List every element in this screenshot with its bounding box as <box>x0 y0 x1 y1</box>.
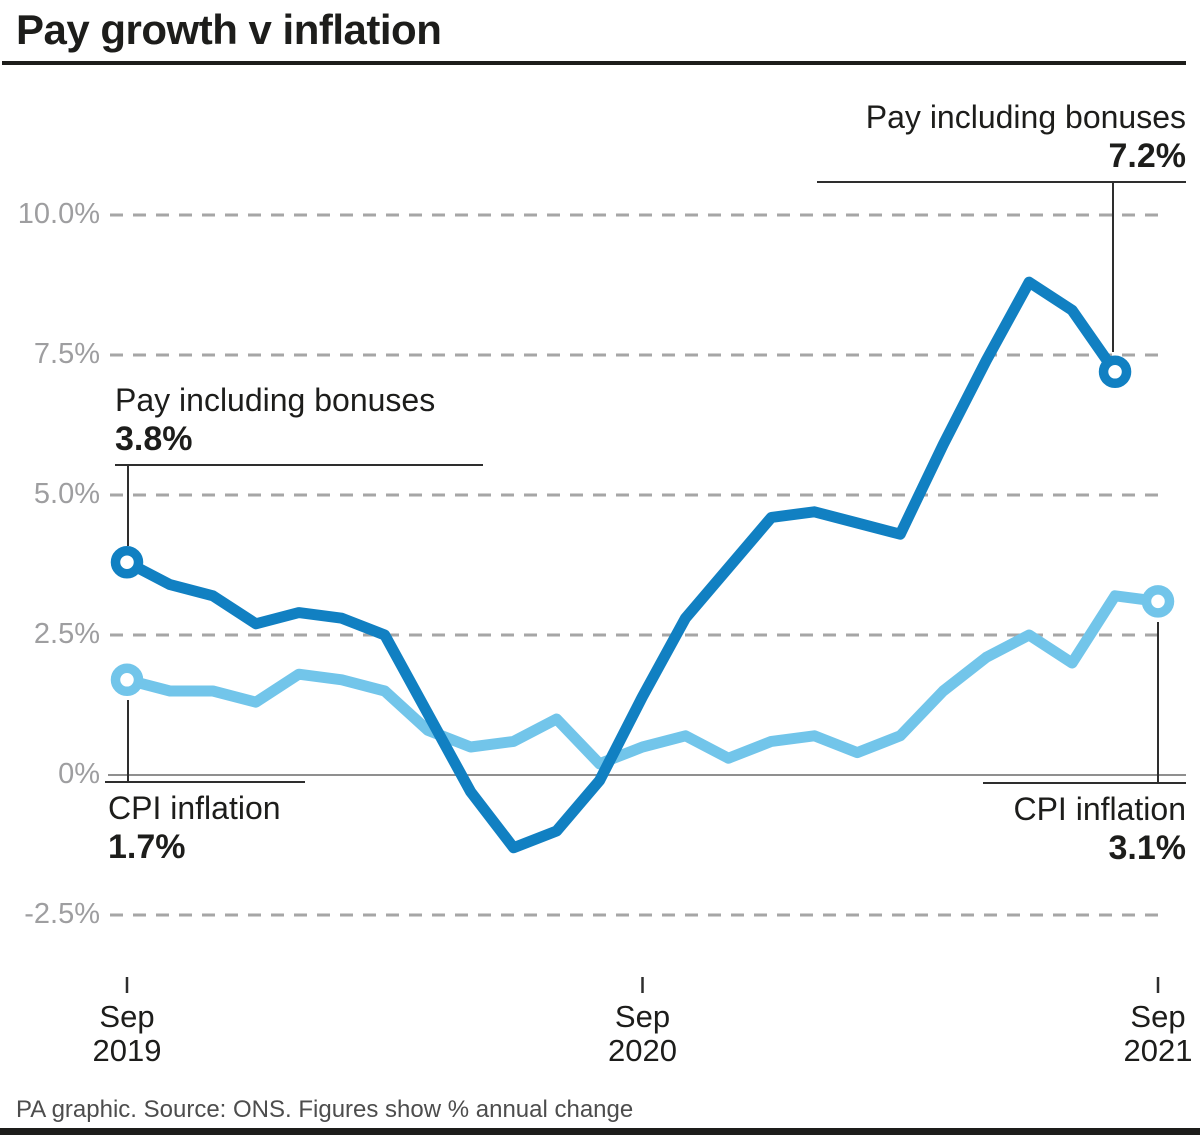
title-rule <box>2 61 1186 65</box>
annotation-cpi-end-label: CPI inflation <box>1013 791 1186 827</box>
annotation-pay-end-label: Pay including bonuses <box>865 99 1186 135</box>
annotation-cpi-end: CPI inflation 3.1% <box>1013 791 1186 868</box>
annotation-pay-start-value: 3.8% <box>115 420 193 458</box>
annotation-cpi-start: CPI inflation 1.7% <box>108 790 281 867</box>
annotation-cpi-end-value: 3.1% <box>1108 829 1187 867</box>
annotation-cpi-start-label: CPI inflation <box>108 790 281 826</box>
annotation-pay-start: Pay including bonuses 3.8% <box>115 382 435 459</box>
series-marker-pay <box>1098 355 1132 389</box>
x-tick-label: Sep <box>99 999 155 1034</box>
y-tick-label: 5.0% <box>33 478 100 510</box>
bottom-bar <box>0 1128 1200 1135</box>
y-tick-label: 7.5% <box>33 338 100 370</box>
source-credit: PA graphic. Source: ONS. Figures show % … <box>16 1096 634 1123</box>
x-tick-label: 2019 <box>92 1033 162 1068</box>
x-tick-label: Sep <box>614 999 671 1034</box>
y-tick-label: 2.5% <box>33 618 100 650</box>
series-line-cpi <box>125 590 1159 770</box>
y-tick-label: 0% <box>58 758 100 790</box>
series-line-pay <box>124 276 1120 854</box>
annotation-pay-end: Pay including bonuses 7.2% <box>866 99 1186 176</box>
x-tick-label: 2021 <box>1123 1033 1193 1068</box>
annotation-pay-start-label: Pay including bonuses <box>115 382 436 418</box>
annotation-cpi-start-value: 1.7% <box>108 828 186 866</box>
x-tick-label: 2020 <box>608 1033 677 1068</box>
series-marker-cpi <box>110 663 144 697</box>
y-tick-label: -2.5% <box>24 898 100 930</box>
series-marker-pay <box>110 545 144 579</box>
series-marker-cpi <box>1141 585 1175 618</box>
y-tick-label: 10.0% <box>17 198 100 230</box>
x-tick-label: Sep <box>1130 999 1186 1034</box>
chart-title: Pay growth v inflation <box>16 6 442 53</box>
annotation-pay-end-value: 7.2% <box>1108 137 1187 175</box>
